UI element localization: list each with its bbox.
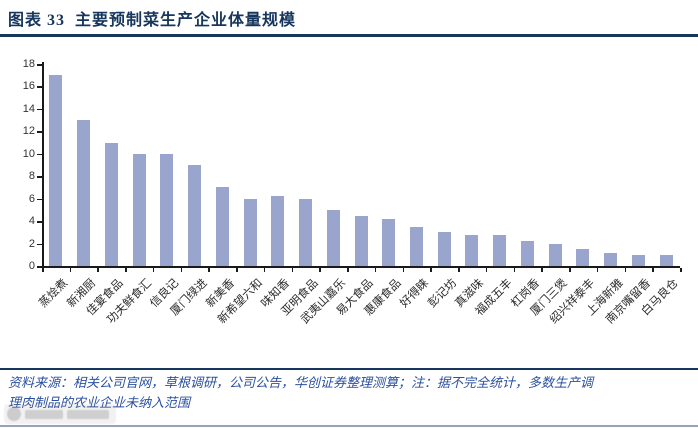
x-axis-tick bbox=[319, 268, 321, 272]
bar bbox=[659, 254, 673, 266]
x-axis-tick bbox=[42, 268, 44, 272]
bar bbox=[548, 243, 562, 266]
x-category-label: 好得睐 bbox=[398, 277, 432, 311]
source-note-line2: 理肉制品的农业企业未纳入范围 bbox=[8, 395, 191, 410]
x-axis-tick bbox=[263, 268, 266, 272]
bar bbox=[631, 254, 645, 266]
x-category-label: 彭记坊 bbox=[425, 277, 459, 311]
source-note: 资料来源：相关公司官网，草根调研，公司公告，华创证券整理测算；注：据不完全统计，… bbox=[8, 373, 694, 413]
x-category-label: 蒸烩煮 bbox=[37, 277, 71, 311]
y-axis-tick bbox=[37, 176, 42, 178]
x-axis-tick bbox=[569, 268, 571, 272]
y-tick-label: 16 bbox=[22, 80, 35, 93]
page-bottom-divider bbox=[0, 425, 698, 427]
y-axis-tick bbox=[37, 243, 42, 246]
bar bbox=[215, 187, 229, 266]
figure-title: 图表 33 主要预制菜生产企业体量规模 bbox=[8, 12, 297, 29]
y-tick-label: 14 bbox=[22, 102, 35, 115]
x-axis-tick bbox=[152, 268, 155, 272]
bar bbox=[465, 234, 479, 266]
y-tick-label: 2 bbox=[28, 237, 35, 250]
bar bbox=[188, 165, 202, 266]
y-tick-label: 18 bbox=[22, 58, 35, 70]
x-axis-tick bbox=[680, 268, 682, 272]
title-divider bbox=[0, 34, 698, 37]
watermark-blur-text bbox=[25, 410, 63, 419]
y-axis-tick bbox=[37, 198, 42, 201]
bar bbox=[299, 198, 313, 266]
bar bbox=[132, 153, 146, 266]
x-axis-tick bbox=[430, 268, 432, 272]
footer-divider bbox=[0, 368, 698, 370]
y-axis-tick bbox=[37, 64, 42, 66]
x-axis-tick bbox=[402, 268, 405, 272]
y-tick-label: 8 bbox=[28, 170, 35, 183]
y-axis-tick bbox=[37, 153, 42, 156]
bar bbox=[49, 75, 63, 266]
x-axis-tick bbox=[208, 268, 210, 272]
x-axis-line bbox=[42, 266, 680, 268]
x-axis-tick bbox=[347, 268, 349, 272]
bar bbox=[576, 249, 590, 266]
y-axis-tick bbox=[37, 266, 42, 268]
bar bbox=[243, 198, 257, 266]
y-axis-tick bbox=[37, 108, 42, 111]
x-axis-tick bbox=[125, 268, 127, 272]
x-axis-tick bbox=[624, 268, 627, 272]
y-axis-line bbox=[42, 62, 44, 268]
source-note-line1: 资料来源：相关公司官网，草根调研，公司公告，华创证券整理测算；注：据不完全统计，… bbox=[8, 375, 594, 390]
y-tick-label: 10 bbox=[22, 147, 35, 160]
x-axis-tick bbox=[97, 268, 99, 272]
x-axis-tick bbox=[541, 268, 543, 272]
bar bbox=[77, 120, 91, 266]
x-axis-tick bbox=[596, 268, 599, 272]
bar bbox=[354, 215, 368, 266]
y-axis-tick bbox=[37, 131, 42, 133]
watermark-blur-text bbox=[67, 410, 109, 419]
bar bbox=[520, 241, 534, 266]
x-axis-tick bbox=[485, 268, 488, 272]
bar bbox=[437, 232, 451, 266]
watermark-logo-icon bbox=[7, 407, 21, 421]
bar bbox=[382, 218, 396, 266]
y-axis-tick bbox=[37, 221, 42, 223]
x-axis-tick bbox=[374, 268, 377, 272]
y-tick-label: 6 bbox=[28, 192, 35, 205]
x-axis-tick bbox=[652, 268, 654, 272]
y-tick-label: 4 bbox=[28, 215, 35, 228]
y-tick-label: 0 bbox=[28, 260, 35, 272]
x-axis-tick bbox=[69, 268, 72, 272]
bar bbox=[326, 209, 340, 266]
bar bbox=[160, 153, 174, 266]
bar bbox=[104, 142, 118, 266]
bar bbox=[493, 234, 507, 266]
y-axis-tick bbox=[37, 86, 42, 88]
bar bbox=[409, 226, 423, 266]
x-axis-tick bbox=[180, 268, 183, 272]
x-axis-tick bbox=[291, 268, 294, 272]
bar bbox=[604, 252, 618, 266]
x-axis-tick bbox=[236, 268, 238, 272]
y-tick-label: 12 bbox=[22, 125, 35, 138]
x-axis-tick bbox=[458, 268, 460, 272]
watermark bbox=[4, 404, 116, 424]
bar bbox=[271, 196, 285, 266]
x-axis-tick bbox=[513, 268, 516, 272]
